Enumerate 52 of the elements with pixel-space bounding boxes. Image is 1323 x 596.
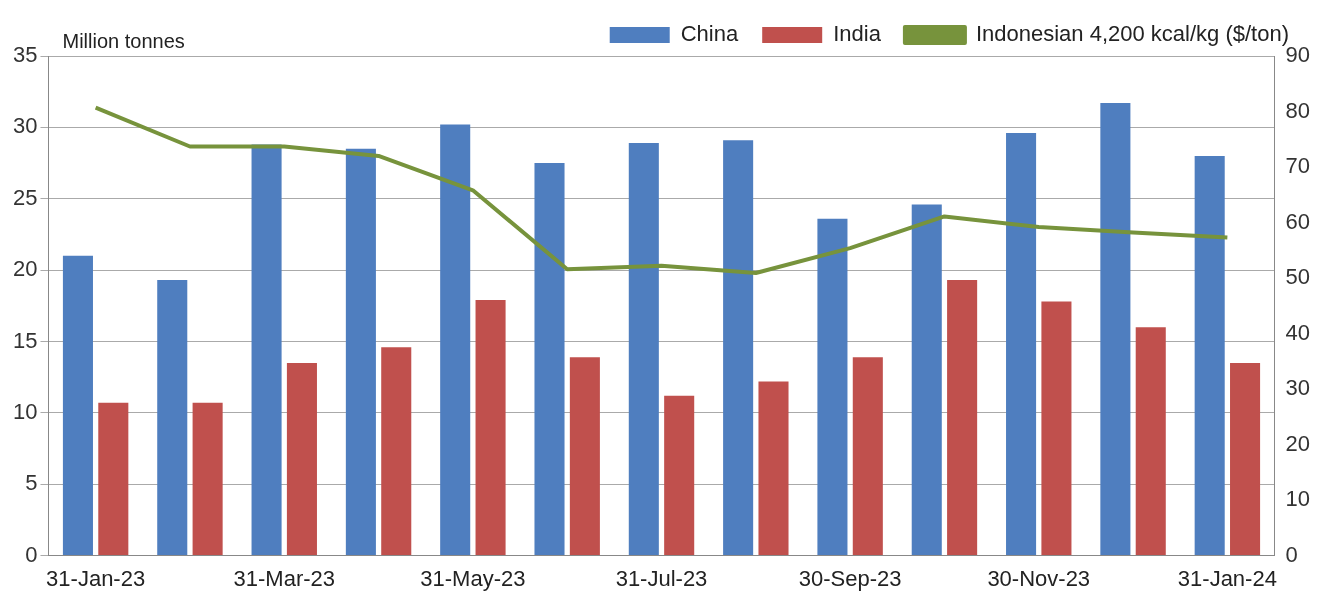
bar [1135, 327, 1166, 556]
y2-tick-label: 50 [1285, 264, 1311, 290]
bar [628, 143, 659, 556]
x-tick-label: 31-Jan-23 [46, 565, 146, 591]
y2-tick-label: 20 [1285, 430, 1311, 456]
y-tick-label: 15 [12, 327, 38, 353]
bar [534, 163, 565, 556]
bar [569, 357, 600, 556]
y-tick-label: 25 [12, 184, 38, 210]
bar [911, 204, 942, 556]
bar [723, 140, 754, 556]
y2-tick-label: 70 [1285, 153, 1311, 179]
y-tick-label: 30 [12, 113, 38, 139]
y-tick-label: 0 [25, 541, 38, 567]
bar [475, 300, 506, 556]
y2-tick-label: 0 [1285, 541, 1298, 567]
bar [1194, 155, 1225, 556]
y2-tick-label: 10 [1285, 486, 1311, 512]
bar [192, 402, 223, 556]
bar [1230, 362, 1261, 556]
bar [286, 362, 317, 556]
bar [758, 381, 789, 556]
y2-tick-label: 60 [1285, 208, 1311, 234]
bar [1100, 103, 1131, 556]
x-tick-label: 30-Sep-23 [798, 565, 902, 591]
bar [440, 124, 471, 556]
y-axis-title: Million tonnes [62, 29, 185, 52]
y-tick-label: 20 [12, 256, 38, 282]
bar [817, 218, 848, 556]
y-tick-label: 10 [12, 398, 38, 424]
x-tick-label: 31-May-23 [420, 565, 526, 591]
x-tick-label: 30-Nov-23 [987, 565, 1091, 591]
x-tick-label: 31-Jul-23 [615, 565, 708, 591]
bar [381, 347, 412, 556]
bar [664, 395, 695, 556]
bar [852, 357, 883, 556]
legend-label: China [680, 21, 739, 47]
bar [947, 280, 978, 556]
y2-tick-label: 80 [1285, 97, 1311, 123]
legend-label: India [833, 21, 882, 47]
bar [1006, 133, 1037, 556]
y2-tick-label: 40 [1285, 319, 1311, 345]
bar [98, 402, 129, 556]
bar [62, 255, 93, 556]
bar [345, 148, 376, 556]
x-tick-label: 31-Jan-24 [1177, 565, 1277, 591]
x-tick-label: 31-Mar-23 [233, 565, 335, 591]
y-tick-label: 35 [12, 42, 38, 68]
y2-tick-label: 30 [1285, 375, 1311, 401]
y-tick-label: 5 [25, 470, 38, 496]
bar [157, 280, 188, 556]
bar [1041, 301, 1072, 556]
